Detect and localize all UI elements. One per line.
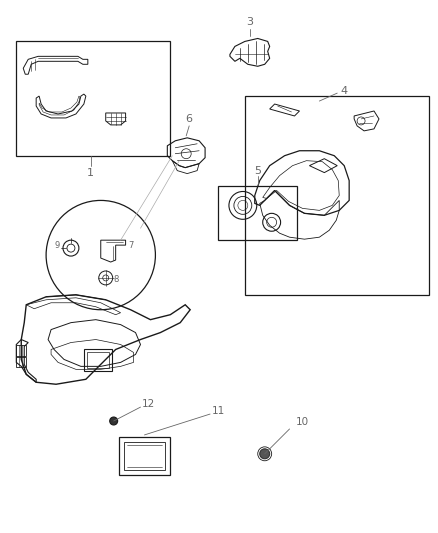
Bar: [218, 185, 297, 240]
Text: 9: 9: [54, 240, 60, 249]
Text: 3: 3: [246, 17, 253, 27]
Bar: [119, 437, 170, 475]
Text: 5: 5: [254, 166, 261, 175]
Bar: [84, 350, 112, 372]
Bar: [87, 352, 109, 368]
Text: 7: 7: [128, 240, 133, 249]
Bar: [16, 344, 26, 357]
Circle shape: [110, 417, 118, 425]
Bar: [16, 358, 26, 367]
Bar: [124, 442, 165, 470]
Circle shape: [260, 449, 270, 459]
Text: 1: 1: [87, 167, 94, 177]
Bar: [245, 96, 429, 295]
Bar: [16, 42, 170, 156]
Text: 11: 11: [212, 406, 225, 416]
Text: 10: 10: [296, 417, 309, 427]
Text: 8: 8: [113, 276, 118, 285]
Text: 4: 4: [341, 86, 348, 96]
Text: 6: 6: [186, 114, 193, 124]
Text: 12: 12: [142, 399, 155, 409]
